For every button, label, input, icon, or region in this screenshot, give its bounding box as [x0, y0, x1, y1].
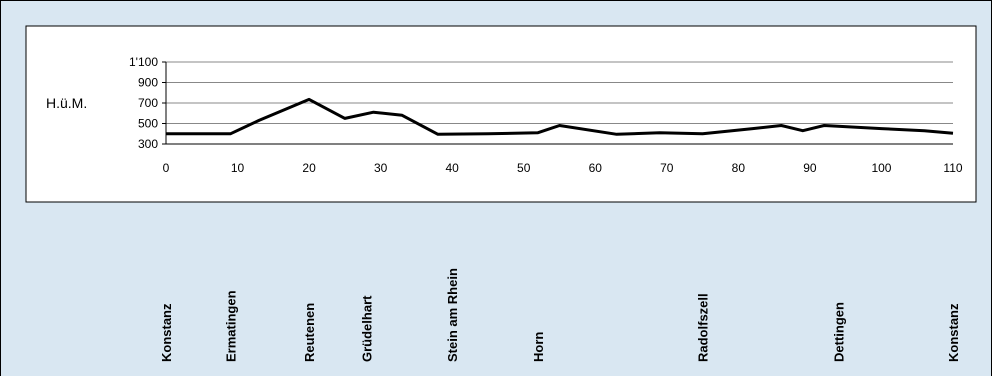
x-tick-labels: 0 10 20 30 40 50 60 70 80 90 100 110 [163, 161, 963, 175]
x-tick-label: 80 [732, 161, 746, 175]
x-tick-label: 60 [589, 161, 603, 175]
x-tick-label: 90 [803, 161, 817, 175]
frame-border-top [0, 0, 992, 1]
axes [162, 61, 953, 145]
place-label: Radolfszell [696, 293, 711, 362]
x-tick-label: 70 [660, 161, 674, 175]
x-tick-label: 20 [302, 161, 316, 175]
place-label: Horn [531, 332, 546, 362]
series [166, 97, 954, 136]
plot-box [25, 25, 977, 203]
place-label: Ermatingen [223, 290, 238, 362]
x-tick-label: 50 [517, 161, 531, 175]
x-tick-label: 0 [163, 161, 170, 175]
x-tick-label: 100 [871, 161, 891, 175]
x-tick-label: 110 [943, 161, 962, 175]
x-tick-label: 30 [374, 161, 388, 175]
place-label: Konstanz [946, 303, 961, 362]
frame-border-left [0, 0, 1, 376]
y-tick-labels: 300 500 700 900 1'100 [129, 55, 158, 151]
place-labels: Konstanz Ermatingen Reutenen Grüdelhart Stei… [159, 268, 961, 362]
place-label: Dettingen [832, 302, 847, 362]
y-tick-label: 700 [138, 96, 158, 110]
x-tick-label: 10 [231, 161, 245, 175]
place-label: Stein am Rhein [445, 268, 460, 362]
elevation-line [166, 97, 954, 136]
y-tick-label: 900 [138, 76, 158, 90]
place-label: Reutenen [302, 303, 317, 362]
y-tick-label: 1'100 [129, 55, 158, 69]
y-tick-label: 500 [138, 117, 158, 131]
y-tick-label: 300 [138, 137, 158, 151]
y-axis-label: H.ü.M. [46, 95, 87, 111]
x-tick-label: 40 [446, 161, 460, 175]
place-label: Grüdelhart [359, 295, 374, 362]
place-label: Konstanz [159, 303, 174, 362]
